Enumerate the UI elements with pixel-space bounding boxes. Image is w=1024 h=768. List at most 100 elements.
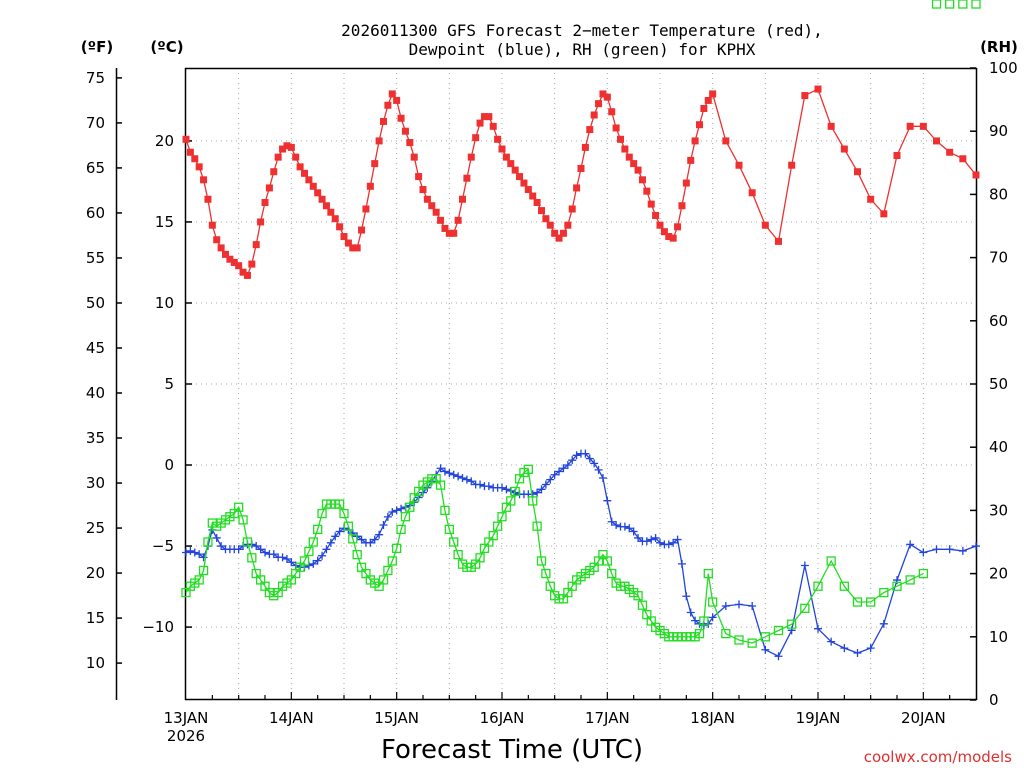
fahrenheit-tick-label: 50	[86, 294, 105, 312]
temperature-point	[660, 228, 668, 236]
dewpoint-point	[366, 538, 375, 547]
temperature-point	[191, 155, 199, 163]
temperature-point	[204, 195, 212, 203]
dewpoint-point	[642, 537, 651, 546]
dewpoint-point	[748, 602, 757, 611]
rh-point	[918, 568, 928, 579]
temperature-point	[625, 153, 633, 161]
dewpoint-point	[326, 538, 335, 547]
dewpoint-point	[256, 545, 265, 554]
dewpoint-point	[691, 616, 700, 625]
rh-point	[602, 556, 612, 566]
temperature-point	[261, 199, 269, 207]
temperature-point	[581, 143, 589, 151]
temperature-point	[480, 113, 488, 121]
temperature-point	[709, 90, 717, 98]
rh-point	[194, 575, 204, 585]
temperature-point	[603, 93, 611, 101]
temperature-point	[696, 121, 703, 129]
unit-label-celsius: (ºC)	[150, 38, 183, 56]
dewpoint-point	[190, 548, 199, 557]
rh-point	[866, 597, 876, 607]
temperature-point	[959, 155, 967, 163]
dewpoint-point	[735, 600, 743, 609]
dewpoint-point	[607, 517, 616, 526]
fahrenheit-tick-label: 55	[86, 249, 105, 267]
temperature-point	[595, 100, 603, 108]
temperature-point	[353, 244, 361, 252]
fahrenheit-tick-label: 10	[86, 654, 105, 672]
dewpoint-point	[581, 449, 590, 458]
rh-tick-label: 70	[989, 249, 1008, 267]
temperature-point	[568, 205, 576, 213]
dewpoint-point	[677, 559, 686, 568]
rh-point	[523, 464, 533, 474]
rh-point	[247, 553, 257, 563]
temperature-point	[450, 229, 458, 237]
temperature-point	[445, 229, 453, 237]
fahrenheit-tick-label: 60	[86, 204, 105, 222]
dewpoint-point	[436, 464, 445, 473]
rh-point	[826, 556, 836, 566]
credit-text[interactable]: coolwx.com/models	[864, 748, 1012, 766]
dewpoint-point	[397, 504, 406, 513]
unit-label-rh: (RH)	[980, 38, 1018, 56]
dewpoint-point	[620, 522, 629, 531]
rh-point	[198, 565, 209, 576]
dewpoint-point	[212, 533, 221, 542]
rh-point	[506, 496, 516, 506]
dewpoint-point	[972, 542, 980, 551]
dewpoint-point	[462, 475, 471, 484]
temperature-point	[397, 114, 405, 122]
temperature-point	[349, 244, 357, 252]
temperature-point	[893, 152, 901, 160]
temperature-point	[638, 176, 646, 184]
dewpoint-point	[866, 644, 875, 653]
rh-point	[449, 537, 459, 547]
temperature-point	[230, 258, 238, 266]
temperature-point	[459, 195, 466, 203]
dewpoint-point	[546, 475, 555, 484]
rh-point	[405, 502, 415, 512]
temperature-point	[516, 173, 524, 181]
dewpoint-point	[282, 555, 291, 564]
temperature-point	[665, 233, 673, 241]
temperature-point	[362, 205, 370, 213]
dewpoint-point	[656, 538, 664, 547]
rh-point	[708, 597, 718, 607]
temperature-point	[401, 127, 409, 135]
rh-point	[435, 480, 446, 490]
temperature-point	[415, 173, 423, 181]
dewpoint-point	[906, 540, 915, 549]
dewpoint-point	[708, 613, 717, 622]
temperature-point	[564, 221, 572, 229]
temperature-point	[248, 260, 256, 268]
temperature-point	[608, 108, 616, 116]
rh-point	[203, 537, 213, 547]
temperature-point	[432, 208, 440, 216]
dewpoint-point	[800, 561, 809, 570]
dewpoint-point	[498, 483, 506, 492]
dewpoint-point	[555, 467, 564, 476]
temperature-point	[590, 111, 598, 119]
rh-point	[541, 568, 551, 579]
temperature-point	[485, 113, 493, 121]
temperature-point	[630, 160, 638, 168]
temperature-point	[226, 255, 234, 263]
rh-point	[545, 581, 555, 591]
temperature-point	[880, 210, 888, 218]
dewpoint-point	[287, 558, 296, 567]
temperature-point	[494, 135, 502, 143]
time-tick-label: 15JAN	[374, 709, 419, 727]
temperature-point	[524, 186, 532, 194]
dewpoint-point	[261, 548, 269, 557]
temperature-point	[208, 221, 216, 229]
fahrenheit-tick-label: 15	[86, 609, 105, 627]
dewpoint-point	[647, 535, 656, 544]
temperature-point	[186, 148, 194, 156]
temperature-point	[555, 234, 563, 242]
temperature-point	[296, 163, 304, 171]
rh-point	[699, 616, 709, 626]
temperature-point	[906, 122, 914, 130]
temperature-point	[182, 135, 190, 143]
